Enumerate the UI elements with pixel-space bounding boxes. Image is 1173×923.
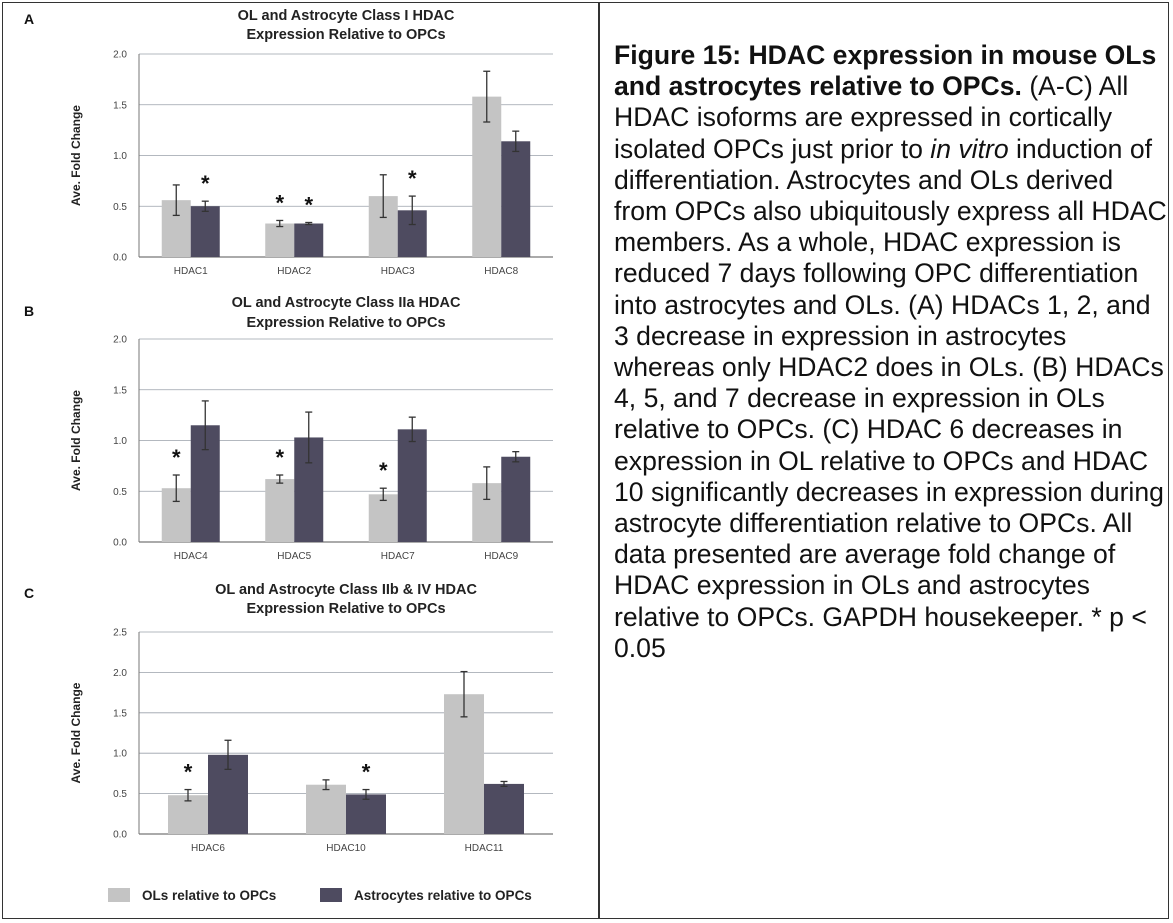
legend-swatch-astro bbox=[320, 888, 342, 902]
chart-c-ytick-label: 0.5 bbox=[113, 789, 127, 800]
chart-c-ytick-label: 1.0 bbox=[113, 749, 127, 760]
chart-a-significance-star: * bbox=[408, 166, 417, 191]
caption-body-2: induction of differentiation. Astrocytes… bbox=[614, 133, 1167, 663]
legend-swatch-ols bbox=[108, 888, 130, 902]
chart-a-significance-star: * bbox=[275, 190, 284, 215]
chart-a-bar-ols bbox=[472, 96, 502, 257]
chart-b-ylabel: Ave. Fold Change bbox=[69, 390, 83, 491]
chart-c-category-label: HDAC10 bbox=[326, 843, 366, 854]
column-divider bbox=[598, 2, 600, 919]
legend-label-astro: Astrocytes relative to OPCs bbox=[354, 888, 532, 903]
chart-a-significance-star: * bbox=[304, 192, 313, 217]
chart-c-bar-ols bbox=[306, 784, 346, 834]
chart-b-category-label: HDAC5 bbox=[277, 551, 311, 562]
chart-a-category-label: HDAC3 bbox=[381, 266, 415, 277]
chart-b-title-line: OL and Astrocyte Class IIa HDAC bbox=[232, 295, 461, 311]
chart-b-bar-astro bbox=[501, 456, 531, 542]
chart-a-ytick-label: 2.0 bbox=[113, 50, 127, 61]
chart-b-ytick-label: 2.0 bbox=[113, 335, 127, 346]
chart-c-panel-letter: C bbox=[24, 585, 34, 601]
chart-a-title-line: Expression Relative to OPCs bbox=[246, 27, 445, 43]
figure-caption: Figure 15: HDAC expression in mouse OLs … bbox=[614, 40, 1170, 664]
chart-c-bar-ols bbox=[168, 795, 208, 834]
legend-label-ols: OLs relative to OPCs bbox=[142, 888, 277, 903]
chart-c-ytick-label: 1.5 bbox=[113, 708, 127, 719]
chart-b-ytick-label: 1.0 bbox=[113, 436, 127, 447]
chart-b-category-label: HDAC7 bbox=[381, 551, 415, 562]
chart-a-category-label: HDAC8 bbox=[484, 266, 518, 277]
chart-a-ytick-label: 1.0 bbox=[113, 151, 127, 162]
chart-c-ylabel: Ave. Fold Change bbox=[69, 682, 83, 783]
chart-b-bar-ols bbox=[265, 479, 295, 542]
chart-c-significance-star: * bbox=[184, 760, 193, 785]
chart-c-bar-astro bbox=[346, 794, 386, 834]
legend: OLs relative to OPCs Astrocytes relative… bbox=[0, 878, 598, 918]
chart-c-title-line: Expression Relative to OPCs bbox=[246, 601, 445, 617]
chart-c-bar-astro bbox=[484, 783, 524, 834]
chart-b-significance-star: * bbox=[172, 445, 181, 470]
caption-body-1: (A-C) All HDAC isoforms are expressed in… bbox=[614, 71, 1129, 164]
chart-c-bar-ols bbox=[444, 694, 484, 834]
chart-a-ytick-label: 0.0 bbox=[113, 253, 127, 264]
chart-a-bar-astro bbox=[190, 206, 220, 257]
chart-b-panel-letter: B bbox=[24, 303, 34, 319]
chart-a-bar-ols bbox=[265, 223, 295, 257]
chart-c-ytick-label: 2.5 bbox=[113, 628, 127, 639]
chart-a-significance-star: * bbox=[201, 171, 210, 196]
chart-c-title-line: OL and Astrocyte Class IIb & IV HDAC bbox=[215, 582, 477, 598]
chart-a-bar-astro bbox=[294, 223, 324, 257]
chart-c-ytick-label: 0.0 bbox=[113, 830, 127, 841]
chart-b-significance-star: * bbox=[379, 458, 388, 483]
chart-c-category-label: HDAC11 bbox=[465, 843, 504, 854]
chart-b-category-label: HDAC4 bbox=[174, 551, 208, 562]
caption-title: Figure 15: HDAC expression in mouse OLs … bbox=[614, 40, 1157, 102]
charts-canvas: A OL and Astrocyte Class I HDAC Expression… bbox=[24, 8, 553, 854]
chart-c-category-label: HDAC6 bbox=[191, 843, 225, 854]
chart-a-category-label: HDAC2 bbox=[277, 266, 311, 277]
chart-a-ytick-label: 0.5 bbox=[113, 202, 127, 213]
chart-a-ylabel: Ave. Fold Change bbox=[69, 105, 83, 206]
chart-c-significance-star: * bbox=[362, 760, 371, 785]
chart-b-ytick-label: 0.5 bbox=[113, 487, 127, 498]
chart-c-ytick-label: 2.0 bbox=[113, 668, 127, 679]
chart-b-ytick-label: 0.0 bbox=[113, 538, 127, 549]
chart-b-title-line: Expression Relative to OPCs bbox=[246, 315, 445, 331]
chart-a-title-line: OL and Astrocyte Class I HDAC bbox=[238, 8, 455, 24]
legend-item-astro: Astrocytes relative to OPCs bbox=[320, 888, 532, 903]
caption-italic: in vitro bbox=[930, 133, 1009, 164]
chart-b-category-label: HDAC9 bbox=[484, 551, 518, 562]
chart-b-bar-ols bbox=[368, 494, 398, 542]
chart-b-significance-star: * bbox=[275, 445, 284, 470]
chart-a-ytick-label: 1.5 bbox=[113, 100, 127, 111]
chart-a-bar-astro bbox=[501, 141, 531, 257]
chart-b-bar-astro bbox=[397, 429, 427, 542]
chart-b-ytick-label: 1.5 bbox=[113, 385, 127, 396]
chart-a-panel-letter: A bbox=[24, 11, 34, 27]
chart-a-category-label: HDAC1 bbox=[174, 266, 208, 277]
legend-item-ols: OLs relative to OPCs bbox=[108, 888, 276, 903]
